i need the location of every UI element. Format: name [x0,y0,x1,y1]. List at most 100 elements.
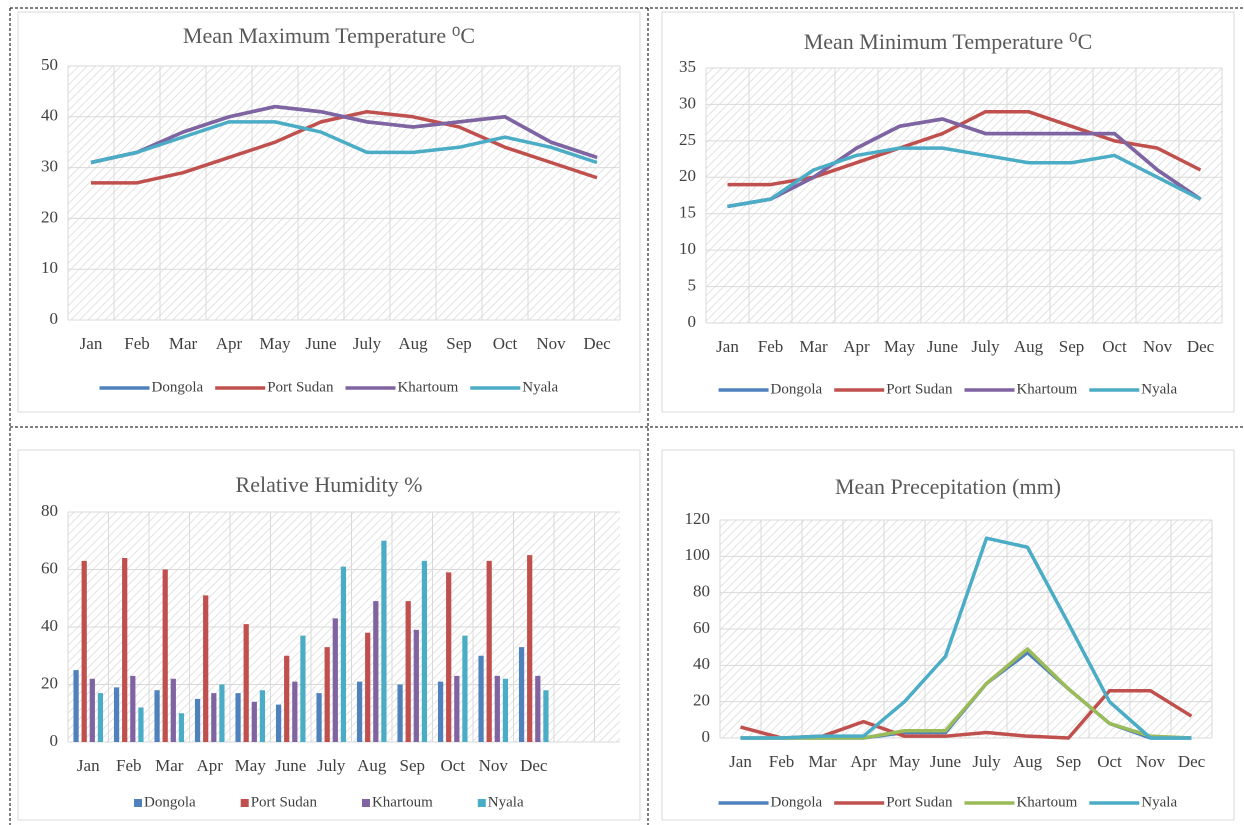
x-tick-label: Dec [520,756,548,775]
x-tick-label: May [235,756,267,775]
bar [356,681,363,742]
bar [486,560,492,742]
y-tick-label: 40 [41,616,58,635]
chart: Mean Minimum Temperature ⁰C 0 5 10 15 20 25 30 3… [661,11,1235,413]
x-tick-label: July [971,337,1000,356]
x-tick-label: Feb [124,334,150,353]
legend-label: Port Sudan [267,379,334,395]
bar [502,678,509,742]
legend-label: Nyala [1141,794,1177,810]
legend-label: Dongola [771,381,823,397]
bar [138,707,144,742]
bar [437,681,444,742]
bar [543,690,549,742]
legend-label: Dongola [152,379,204,395]
bar [235,693,241,742]
series-line [90,104,598,165]
x-tick-label: Dec [1187,337,1215,356]
x-tick-label: Oct [1097,752,1122,771]
legend-label: Nyala [1141,381,1177,397]
x-tick-label: Sep [1059,337,1085,356]
bar [97,693,104,742]
x-tick-label: Nov [536,334,566,353]
x-tick-label: Mar [799,337,828,356]
series-line [727,109,1202,187]
bar [332,618,338,742]
y-tick-label: 60 [41,558,58,577]
legend: Dongola Port Sudan Khartoum Nyala [718,794,1177,810]
bar [397,684,403,742]
y-tick-label: 30 [679,93,696,112]
chart-title: Mean Precepitation (mm) [835,474,1061,499]
x-tick-label: Feb [769,752,795,771]
y-tick-label: 40 [693,654,710,673]
y-tick-label: 80 [41,501,58,520]
x-tick-label: June [305,334,336,353]
chart-title: Mean Minimum Temperature ⁰C [804,29,1093,54]
y-tick-label: 15 [679,203,696,222]
bar [446,572,452,742]
legend-label: Khartoum [397,379,458,395]
x-tick-label: June [930,752,961,771]
bar [454,675,460,742]
legend-label: Dongola [771,794,823,810]
x-tick-label: Apr [850,752,877,771]
bar [535,675,541,742]
x-tick-label: July [317,756,346,775]
x-tick-label: Dec [583,334,611,353]
bar [316,693,322,742]
x-tick-label: Aug [1013,752,1043,771]
bar [162,569,168,742]
legend: Dongola Port Sudan Khartoum Nyala [134,794,524,810]
bar [275,704,282,742]
bar [421,560,428,742]
legend-swatch [361,799,370,807]
bar [251,701,257,742]
x-tick-label: Aug [357,756,387,775]
x-tick-label: Jan [716,337,739,356]
legend-swatch [240,799,249,807]
y-tick-label: 40 [41,106,58,125]
x-tick-label: June [275,756,306,775]
legend-swatch [477,799,486,807]
bar [324,647,330,742]
x-tick-label: Aug [398,334,428,353]
series-line [90,120,598,165]
x-tick-label: Nov [1143,337,1173,356]
legend-label: Port Sudan [886,794,953,810]
x-tick-label: Sep [446,334,472,353]
legend-label: Nyala [522,379,558,395]
series-line [727,117,1202,209]
legend-label: Khartoum [372,794,433,810]
series-line [740,536,1192,740]
bar [170,678,176,742]
y-tick-label: 10 [41,258,58,277]
x-tick-label: Oct [1102,337,1127,356]
x-tick-label: Nov [479,756,509,775]
x-tick-label: Mar [155,756,184,775]
bar [178,713,185,742]
bar [243,624,249,742]
bar [381,540,387,742]
y-tick-label: 20 [693,691,710,710]
bar [373,601,379,742]
bar [81,560,87,742]
bar [405,601,411,742]
y-tick-label: 35 [679,57,696,76]
x-tick-label: July [972,752,1001,771]
bar [462,635,468,742]
bar [130,675,136,742]
y-tick-label: 30 [41,157,58,176]
bar [365,632,371,742]
x-tick-label: Feb [116,756,142,775]
y-tick-label: 80 [693,582,710,601]
bar [284,655,290,742]
y-tick-label: 0 [50,731,59,750]
x-tick-label: Sep [1056,752,1082,771]
chart-title: Mean Maximum Temperature ⁰C [183,23,475,48]
x-tick-label: Apr [843,337,870,356]
legend-label: Port Sudan [886,381,953,397]
legend-label: Port Sudan [251,794,318,810]
y-tick-label: 100 [685,545,711,564]
x-tick-label: July [353,334,382,353]
